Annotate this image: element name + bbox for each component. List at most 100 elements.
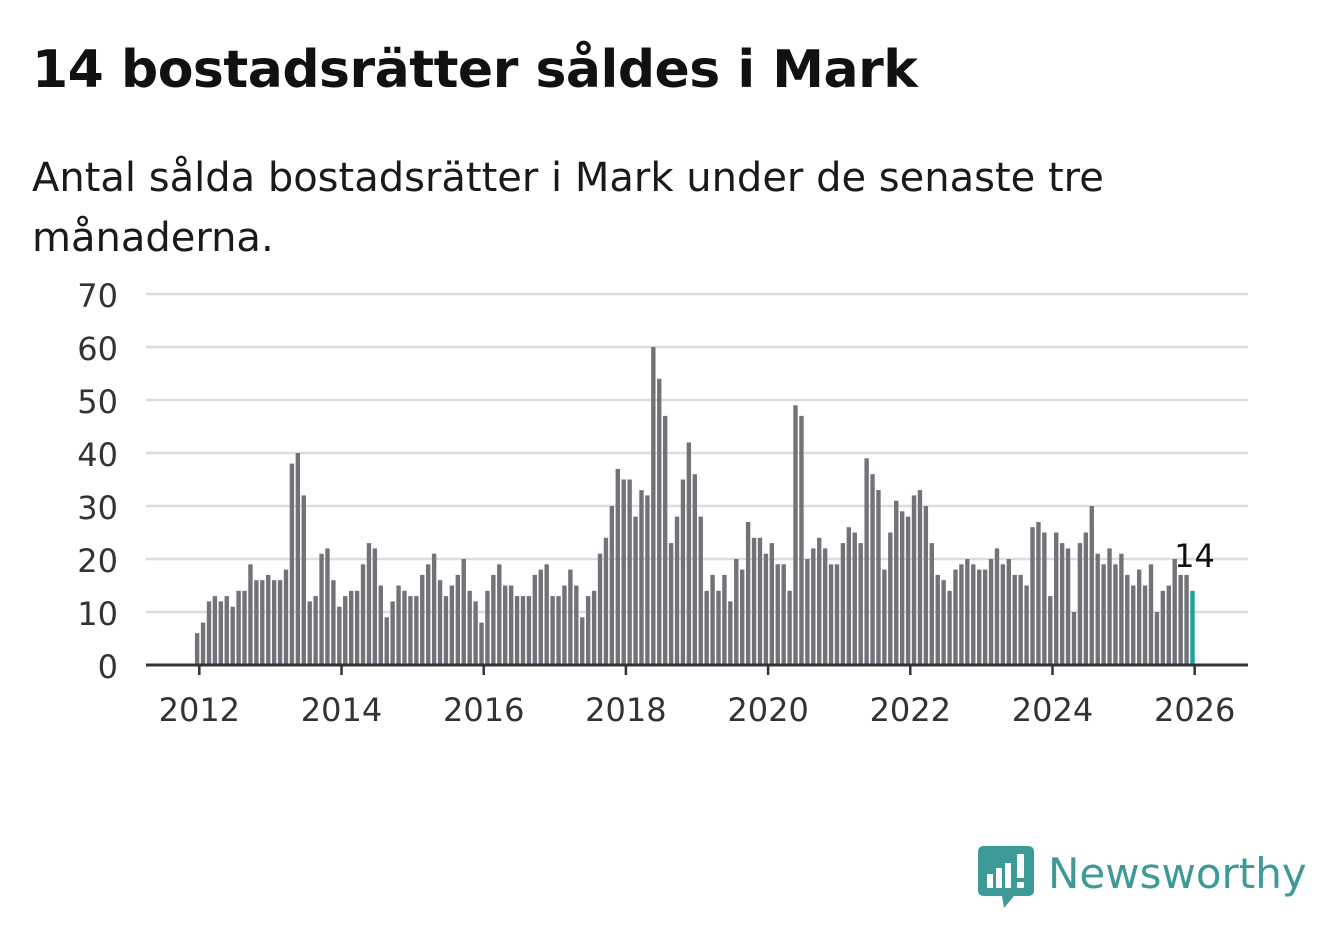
bar (1184, 574, 1189, 665)
y-tick-label: 20 (77, 542, 118, 580)
bar (337, 606, 342, 665)
bar (449, 585, 455, 665)
bar (965, 559, 970, 665)
bar (348, 590, 354, 665)
bar (384, 617, 389, 665)
bar (289, 463, 295, 665)
bar (1012, 574, 1017, 665)
bar (657, 378, 662, 665)
y-axis-tick-labels: 0 10 20 30 40 50 60 70 (77, 277, 118, 686)
bar (858, 543, 863, 665)
bar (1089, 506, 1094, 665)
bar (473, 601, 478, 665)
bar (645, 495, 650, 665)
bar (538, 569, 543, 665)
bar (971, 564, 976, 665)
bar (905, 516, 911, 665)
bar (1071, 612, 1077, 665)
bar (1006, 559, 1012, 665)
bar (1000, 564, 1006, 665)
bar (947, 590, 952, 665)
bar (343, 596, 348, 665)
bar (911, 495, 917, 665)
bar (834, 564, 840, 665)
bar (372, 548, 378, 665)
y-tick-label: 50 (77, 383, 118, 421)
bar (431, 553, 437, 665)
bar (627, 479, 632, 665)
highlight-value-label: 14 (1174, 537, 1215, 575)
bar (982, 569, 988, 665)
bar (277, 580, 283, 665)
bar (1131, 585, 1136, 665)
bar (271, 580, 277, 665)
bar (1077, 543, 1083, 665)
bar (1095, 553, 1100, 665)
bar (840, 543, 846, 665)
bar (1136, 569, 1142, 665)
bar (200, 622, 206, 665)
newsworthy-logo-icon (978, 846, 1034, 908)
bar (550, 596, 555, 665)
x-tick-label: 2024 (1012, 691, 1093, 729)
bar (467, 590, 472, 665)
bar (722, 574, 727, 665)
bar (876, 490, 881, 665)
bar (1018, 574, 1023, 665)
bar (1125, 574, 1130, 665)
bar (1148, 564, 1154, 665)
bar (562, 585, 567, 665)
bar (1048, 596, 1053, 665)
bar (230, 606, 235, 665)
bar (366, 543, 372, 665)
bar (591, 590, 597, 665)
bar (1030, 527, 1035, 665)
bar (544, 564, 549, 665)
bar (1142, 585, 1148, 665)
bar (295, 453, 301, 665)
bar (485, 590, 490, 665)
bar (260, 580, 265, 665)
bar (639, 490, 644, 665)
x-tick-label: 2018 (585, 691, 666, 729)
bar (811, 548, 816, 665)
bar (408, 596, 413, 665)
bar (568, 569, 573, 665)
bar (301, 495, 306, 665)
bar (935, 574, 940, 665)
annotations: 14 (1174, 537, 1215, 575)
bar (633, 516, 638, 665)
bar (710, 574, 715, 665)
bar (953, 569, 958, 665)
bar (212, 596, 218, 665)
bar (728, 601, 733, 665)
bar (1101, 564, 1106, 665)
bar (556, 596, 561, 665)
bars (194, 347, 1195, 665)
bar (437, 580, 443, 665)
bar (420, 574, 425, 665)
bar (651, 347, 656, 665)
bar (1154, 612, 1160, 665)
bar (740, 569, 745, 665)
y-tick-label: 70 (77, 277, 118, 315)
bar (283, 569, 289, 665)
bar (882, 569, 887, 665)
bar (745, 521, 751, 665)
bar (455, 574, 461, 665)
bar (426, 564, 431, 665)
bar (585, 596, 591, 665)
chart-title: 14 bostadsrätter såldes i Mark (32, 40, 918, 100)
bar (757, 537, 763, 665)
bar (319, 553, 324, 665)
bar (870, 474, 875, 665)
bar (313, 596, 318, 665)
bar (1113, 564, 1118, 665)
bar (325, 548, 330, 665)
x-tick-label: 2016 (443, 691, 524, 729)
bar (787, 590, 792, 665)
bar (899, 511, 905, 665)
bar (674, 516, 680, 665)
bar (580, 617, 585, 665)
bar (236, 590, 241, 665)
